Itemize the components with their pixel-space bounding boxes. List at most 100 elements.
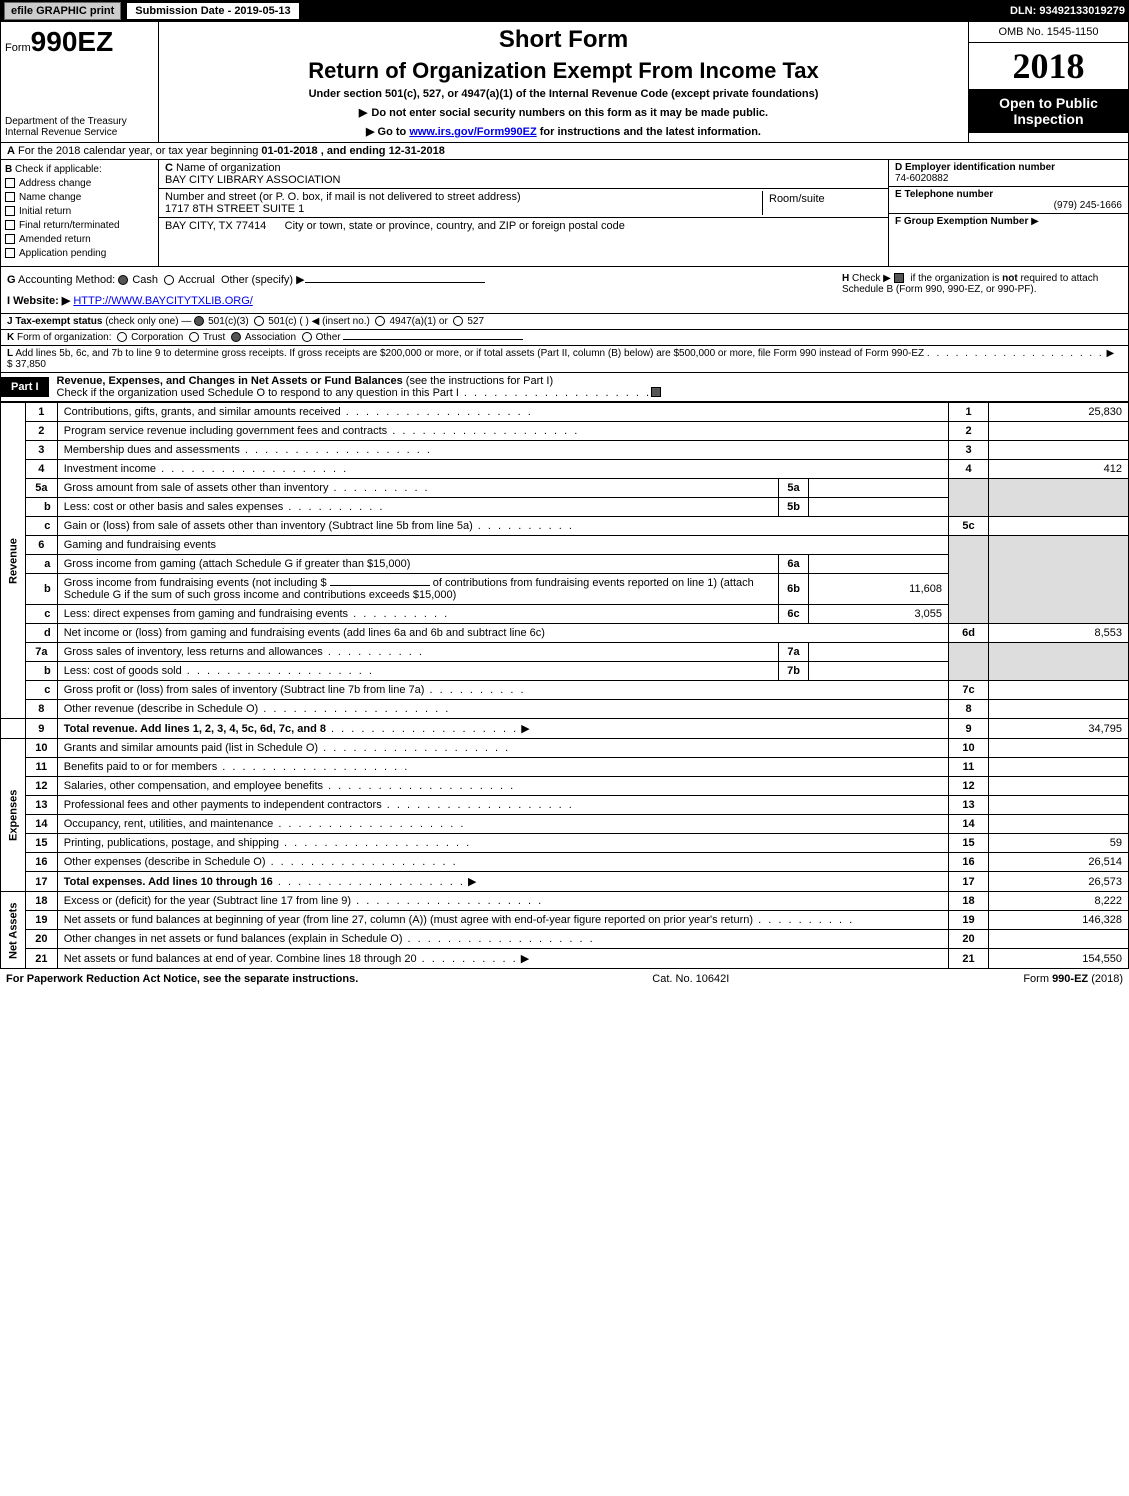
cash-radio[interactable] <box>118 275 128 285</box>
line-5b-desc: Less: cost or other basis and sales expe… <box>64 501 284 513</box>
line-12-desc: Salaries, other compensation, and employ… <box>64 780 323 792</box>
other-specify-input[interactable] <box>305 282 485 283</box>
k-trust-radio[interactable] <box>189 332 199 342</box>
line-6: 6Gaming and fundraising events <box>1 536 1129 555</box>
d-label: D Employer identification number <box>895 162 1055 173</box>
line-4: 4Investment income 4412 <box>1 460 1129 479</box>
line-5c-val <box>989 517 1129 536</box>
j-501c3-radio[interactable] <box>194 316 204 326</box>
h-not: not <box>1002 273 1018 284</box>
line-13-val <box>989 796 1129 815</box>
line-6d-desc: Net income or (loss) from gaming and fun… <box>57 624 948 643</box>
line-6b-blank[interactable] <box>330 585 430 586</box>
footer-right: Form 990-EZ (2018) <box>1023 973 1123 985</box>
website-link[interactable]: HTTP://WWW.BAYCITYTXLIB.ORG/ <box>73 295 252 307</box>
k-other-input[interactable] <box>343 339 523 340</box>
part-1-header: Part I Revenue, Expenses, and Changes in… <box>0 373 1129 402</box>
room-suite: Room/suite <box>762 191 882 215</box>
instr-pre: Go to <box>378 126 410 138</box>
line-7c: cGross profit or (loss) from sales of in… <box>1 681 1129 700</box>
other-label: Other (specify) ▶ <box>221 274 305 286</box>
line-5a-mval <box>809 479 949 498</box>
line-19-col: 19 <box>949 911 989 930</box>
line-3-val <box>989 441 1129 460</box>
line-13-desc: Professional fees and other payments to … <box>64 799 382 811</box>
line-5b-mval <box>809 498 949 517</box>
i-label: I Website: ▶ <box>7 295 70 307</box>
k-assoc-radio[interactable] <box>231 332 241 342</box>
j-527-radio[interactable] <box>453 316 463 326</box>
line-18-desc: Excess or (deficit) for the year (Subtra… <box>64 895 351 907</box>
irs-link[interactable]: www.irs.gov/Form990EZ <box>409 126 536 138</box>
accrual-radio[interactable] <box>164 275 174 285</box>
line-6b-mval: 11,608 <box>809 574 949 605</box>
final-return-checkbox[interactable] <box>5 220 15 230</box>
k-corp-radio[interactable] <box>117 332 127 342</box>
line-6d-val: 8,553 <box>989 624 1129 643</box>
application-pending-checkbox[interactable] <box>5 248 15 258</box>
line-k: K Form of organization: Corporation Trus… <box>0 330 1129 346</box>
amended-return-checkbox[interactable] <box>5 234 15 244</box>
acct-label: Accounting Method: <box>18 274 115 286</box>
line-19: 19Net assets or fund balances at beginni… <box>1 911 1129 930</box>
form-number: Form990EZ <box>5 26 154 58</box>
address-change-checkbox[interactable] <box>5 178 15 188</box>
part-1-check-line: Check if the organization used Schedule … <box>57 387 459 399</box>
line-6d: dNet income or (loss) from gaming and fu… <box>1 624 1129 643</box>
org-info-col: C Name of organization BAY CITY LIBRARY … <box>159 160 888 266</box>
line-7a: 7aGross sales of inventory, less returns… <box>1 643 1129 662</box>
e-label: E Telephone number <box>895 189 993 200</box>
part-1-table: Revenue 1 Contributions, gifts, grants, … <box>0 402 1129 969</box>
tax-year: 2018 <box>969 43 1128 89</box>
line-16-col: 16 <box>949 853 989 872</box>
line-13: 13Professional fees and other payments t… <box>1 796 1129 815</box>
line-7b-mval <box>809 662 949 681</box>
line-8: 8Other revenue (describe in Schedule O) … <box>1 700 1129 719</box>
omb-number: OMB No. 1545-1150 <box>969 22 1128 43</box>
k-other-label: Other <box>316 332 341 343</box>
city-label: City or town, state or province, country… <box>285 220 625 232</box>
line-7c-col: 7c <box>949 681 989 700</box>
line-21-desc: Net assets or fund balances at end of ye… <box>64 953 417 965</box>
line-11: 11Benefits paid to or for members11 <box>1 758 1129 777</box>
k-trust-label: Trust <box>203 332 225 343</box>
line-17-col: 17 <box>949 872 989 892</box>
a-label: A <box>7 145 15 157</box>
return-title: Return of Organization Exempt From Incom… <box>167 58 960 84</box>
k-assoc-label: Association <box>245 332 296 343</box>
line-7a-desc: Gross sales of inventory, less returns a… <box>64 646 323 658</box>
top-bar: efile GRAPHIC print Submission Date - 20… <box>0 0 1129 22</box>
line-21: 21 Net assets or fund balances at end of … <box>1 949 1129 969</box>
line-17: 17Total expenses. Add lines 10 through 1… <box>1 872 1129 892</box>
j-4947-radio[interactable] <box>375 316 385 326</box>
footer-left: For Paperwork Reduction Act Notice, see … <box>6 973 358 985</box>
efile-print-button[interactable]: efile GRAPHIC print <box>4 2 121 20</box>
ein: 74-6020882 <box>895 173 948 184</box>
name-change-checkbox[interactable] <box>5 192 15 202</box>
department: Department of the Treasury Internal Reve… <box>5 116 154 138</box>
line-9-desc: Total revenue. Add lines 1, 2, 3, 4, 5c,… <box>64 723 326 735</box>
line-8-val <box>989 700 1129 719</box>
initial-return-checkbox[interactable] <box>5 206 15 216</box>
dln: DLN: 93492133019279 <box>1010 5 1125 17</box>
schedule-o-checkbox[interactable] <box>651 387 661 397</box>
line-4-val: 412 <box>989 460 1129 479</box>
l-text: Add lines 5b, 6c, and 7b to line 9 to de… <box>15 348 924 359</box>
line-5-shade-val <box>989 479 1129 517</box>
cash-label: Cash <box>132 274 158 286</box>
check-label: Check if applicable: <box>15 164 102 175</box>
line-5-shade <box>949 479 989 517</box>
line-1: Revenue 1 Contributions, gifts, grants, … <box>1 403 1129 422</box>
line-10-val <box>989 739 1129 758</box>
line-21-col: 21 <box>949 949 989 969</box>
line-6b-mini: 6b <box>779 574 809 605</box>
footer-cat: Cat. No. 10642I <box>652 973 729 985</box>
j-501c-radio[interactable] <box>254 316 264 326</box>
h-checkbox[interactable] <box>894 273 904 283</box>
k-other-radio[interactable] <box>302 332 312 342</box>
org-name: BAY CITY LIBRARY ASSOCIATION <box>165 174 340 186</box>
open-line1: Open to Public <box>973 95 1124 111</box>
line-5c-col: 5c <box>949 517 989 536</box>
b-label: B <box>5 164 12 175</box>
h-label: H <box>842 273 849 284</box>
